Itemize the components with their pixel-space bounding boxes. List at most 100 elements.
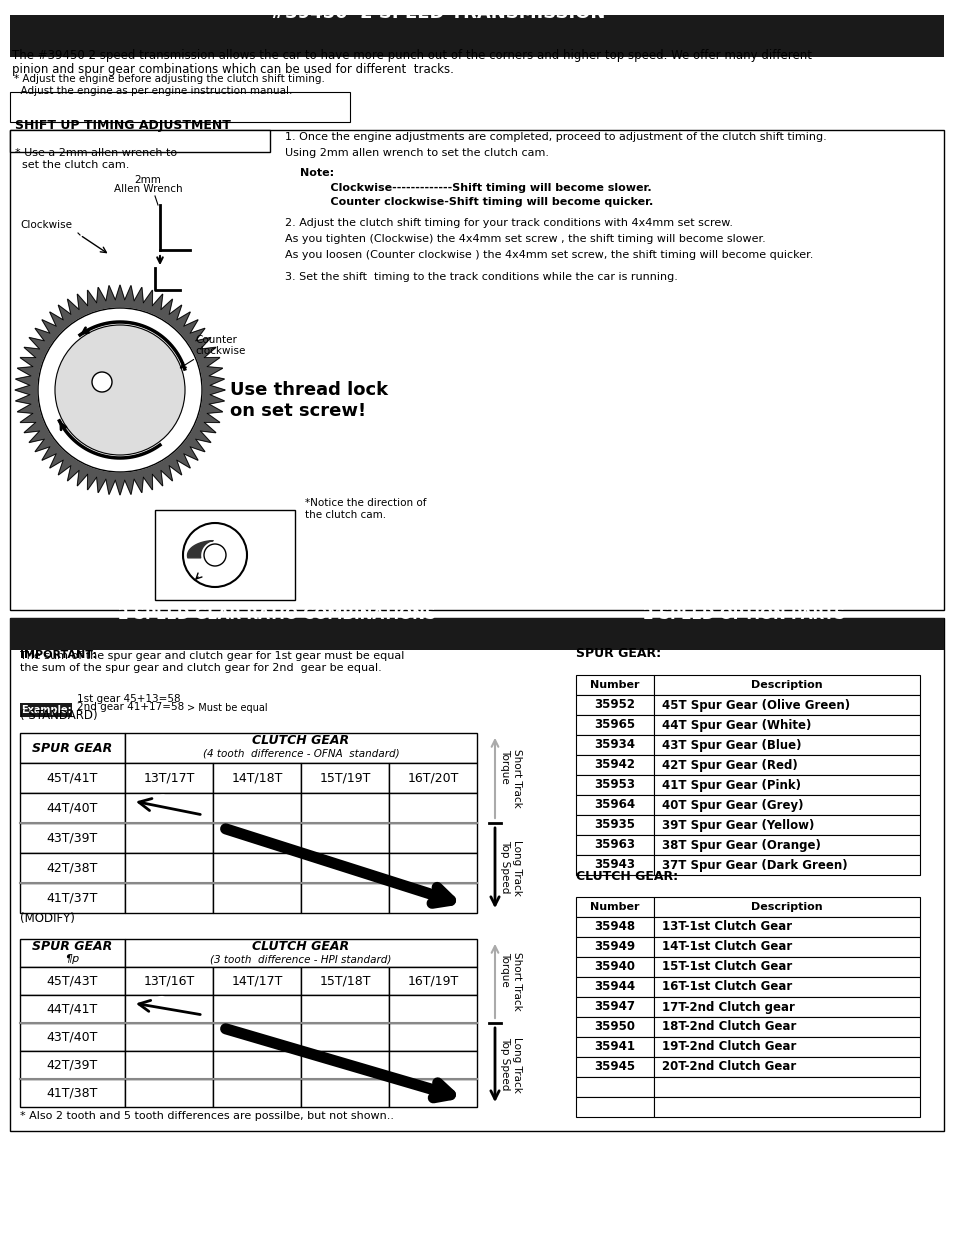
Text: 35950: 35950 [594,1020,635,1034]
Bar [576,957,654,977]
Bar [125,823,213,853]
Text: SPUR GEAR:: SPUR GEAR: [576,647,660,659]
Text: 15T/19T: 15T/19T [319,772,371,784]
Text: As you tighten (Clockwise) the 4x4mm set screw , the shift timing will become sl: As you tighten (Clockwise) the 4x4mm set… [285,233,765,245]
Bar [125,1023,213,1051]
Bar [213,1023,301,1051]
Text: 42T Spur Gear (Red): 42T Spur Gear (Red) [661,758,797,772]
Text: * Use a 2mm allen wrench to: * Use a 2mm allen wrench to [15,148,177,158]
Text: 14T-1st Clutch Gear: 14T-1st Clutch Gear [661,941,791,953]
Text: Counter: Counter [194,335,236,345]
Bar [576,855,654,876]
Text: 39T Spur Gear (Yellow): 39T Spur Gear (Yellow) [661,819,814,831]
Text: (3 tooth  difference - HPI standard): (3 tooth difference - HPI standard) [210,953,392,965]
Bar [654,776,919,795]
Bar [10,130,270,152]
Bar [20,1023,125,1051]
Text: Allen Wrench: Allen Wrench [113,184,182,194]
Text: 16T-1st Clutch Gear: 16T-1st Clutch Gear [661,981,791,993]
Text: Using 2mm allen wrench to set the clutch cam.: Using 2mm allen wrench to set the clutch… [285,148,548,158]
Circle shape [55,325,185,454]
Bar [301,1023,389,1051]
Bar [301,793,389,823]
Text: #39450  2 SPEED TRANSMISSION: #39450 2 SPEED TRANSMISSION [270,4,605,22]
Bar [576,937,654,957]
Bar [576,715,654,735]
Text: 44T Spur Gear (White): 44T Spur Gear (White) [661,719,810,731]
Text: set the clutch cam.: set the clutch cam. [15,161,130,170]
Bar [10,618,544,650]
Text: Long Track
Top Speed: Long Track Top Speed [499,840,521,895]
Bar [125,995,213,1023]
Text: > Must be equal: > Must be equal [187,703,268,713]
Text: As you loosen (Counter clockwise ) the 4x4mm set screw, the shift timing will be: As you loosen (Counter clockwise ) the 4… [285,249,813,261]
Text: 35948: 35948 [594,920,635,934]
Bar [301,853,389,883]
Text: 44T/40T: 44T/40T [47,802,98,815]
Bar [213,763,301,793]
Circle shape [183,522,247,587]
Bar [576,776,654,795]
Text: 16T/20T: 16T/20T [407,772,458,784]
Text: Description: Description [750,902,821,911]
Text: 35942: 35942 [594,758,635,772]
Text: 35934: 35934 [594,739,635,752]
Text: 35953: 35953 [594,778,635,792]
Text: 45T/43T: 45T/43T [47,974,98,988]
Bar [576,835,654,855]
Text: 40T Spur Gear (Grey): 40T Spur Gear (Grey) [661,799,802,811]
Polygon shape [15,285,225,495]
Bar [654,957,919,977]
Text: 43T Spur Gear (Blue): 43T Spur Gear (Blue) [661,739,801,752]
Bar [125,763,213,793]
Text: 35945: 35945 [594,1061,635,1073]
Bar [576,1057,654,1077]
Bar [125,1079,213,1107]
Text: CLUTCH GEAR: CLUTCH GEAR [253,735,349,747]
Bar [20,853,125,883]
Bar [213,823,301,853]
Text: The #39450 2 speed transmission allows the car to have more punch out of the cor: The #39450 2 speed transmission allows t… [12,49,811,62]
Bar [389,853,476,883]
Bar [576,676,654,695]
Text: clockwise: clockwise [194,346,245,356]
Text: 38T Spur Gear (Orange): 38T Spur Gear (Orange) [661,839,820,851]
Bar [389,1079,476,1107]
Bar [654,977,919,997]
Bar [125,939,476,967]
Bar [654,1057,919,1077]
Bar [576,1077,654,1097]
Text: 41T/37T: 41T/37T [47,892,98,904]
Bar [389,883,476,913]
Bar [654,1037,919,1057]
Bar [654,695,919,715]
Text: CLUTCH GEAR:: CLUTCH GEAR: [576,869,678,883]
Text: Counter clockwise-Shift timing will become quicker.: Counter clockwise-Shift timing will beco… [314,198,653,207]
Bar [20,939,125,967]
Bar [301,823,389,853]
Text: ¶p: ¶p [66,953,79,965]
Text: 1. Once the engine adjustments are completed, proceed to adjustment of the clutc: 1. Once the engine adjustments are compl… [285,132,826,142]
Text: 18T-2nd Clutch Gear: 18T-2nd Clutch Gear [661,1020,796,1034]
Bar [654,676,919,695]
Bar [10,130,943,610]
Bar [213,967,301,995]
Text: (4 tooth  difference - OFNA  standard): (4 tooth difference - OFNA standard) [202,748,399,758]
Bar [20,793,125,823]
Bar [213,995,301,1023]
Bar [301,1051,389,1079]
Bar [20,967,125,995]
Text: 41T Spur Gear (Pink): 41T Spur Gear (Pink) [661,778,801,792]
Bar [20,883,125,913]
Text: 14T/18T: 14T/18T [231,772,282,784]
Text: pinion and spur gear combinations which can be used for different  tracks.: pinion and spur gear combinations which … [12,63,454,77]
Bar [20,703,71,718]
Text: Number: Number [590,680,639,690]
Text: SHIFT UP TIMING ADJUSTMENT: SHIFT UP TIMING ADJUSTMENT [15,119,231,132]
Bar [20,734,125,763]
Text: *Notice the direction of
the clutch cam.: *Notice the direction of the clutch cam. [305,499,426,520]
Bar [389,967,476,995]
Bar [213,883,301,913]
Bar [389,793,476,823]
Bar [654,897,919,918]
